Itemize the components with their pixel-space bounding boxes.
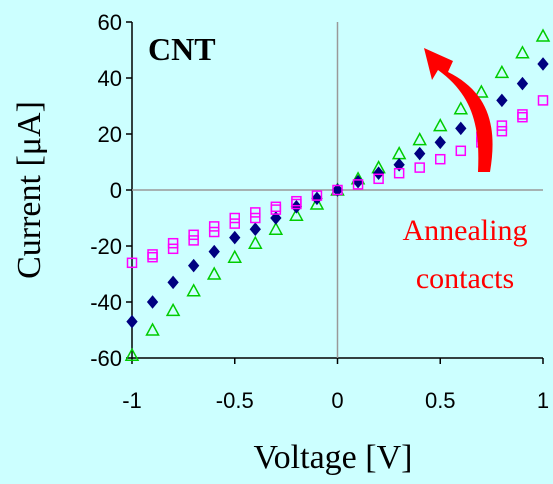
data-point-square-open	[414, 162, 425, 173]
data-point-triangle-open	[206, 266, 222, 280]
data-point-square-open	[147, 251, 158, 263]
data-point-triangle-open	[145, 322, 160, 336]
data-point-square-open	[229, 218, 240, 229]
annotation-line-2: contacts	[416, 262, 514, 295]
data-point-square-open	[188, 235, 199, 246]
y-tick-label: -20	[90, 234, 122, 259]
annotation-line-1: Annealing	[403, 214, 528, 247]
data-point-square-open	[167, 237, 179, 249]
data-point-square-open	[496, 125, 508, 137]
data-point-square-open	[229, 212, 240, 224]
data-point-square-open	[270, 204, 282, 215]
data-point-square-open	[250, 212, 261, 224]
data-point-square-open	[537, 95, 549, 106]
x-tick-label: 1	[537, 388, 549, 413]
x-axis-label: Voltage [V]	[254, 439, 413, 476]
data-point-diamond-filled	[372, 166, 385, 180]
data-point-diamond-filled	[208, 244, 220, 259]
data-point-diamond-filled	[414, 146, 426, 161]
data-point-square-open	[517, 109, 528, 120]
data-point-square-open	[291, 198, 302, 210]
data-point-triangle-open	[268, 221, 284, 235]
y-tick-label: -40	[90, 290, 122, 315]
data-point-diamond-filled	[229, 230, 241, 245]
data-point-triangle-open	[412, 132, 427, 146]
data-point-square-open	[393, 167, 405, 179]
x-tick-label: 0	[331, 388, 343, 413]
data-point-diamond-filled	[167, 275, 179, 290]
data-point-triangle-open	[227, 249, 243, 263]
data-point-triangle-open	[248, 235, 263, 249]
data-points	[124, 28, 551, 361]
x-tick-label: 0.5	[425, 388, 456, 413]
data-point-diamond-filled	[516, 76, 529, 91]
data-point-square-open	[373, 173, 384, 185]
data-point-diamond-filled	[187, 258, 200, 273]
data-point-square-open	[496, 120, 508, 131]
data-point-triangle-open	[474, 84, 489, 98]
data-point-diamond-filled	[496, 93, 508, 108]
data-point-square-open	[455, 145, 467, 157]
data-point-square-open	[208, 221, 220, 232]
data-point-triangle-open	[186, 283, 201, 297]
data-point-square-open	[435, 153, 446, 165]
data-point-triangle-open	[124, 347, 140, 361]
panel-label: CNT	[148, 31, 216, 67]
data-point-diamond-filled	[270, 211, 282, 225]
data-point-square-open	[311, 190, 323, 201]
data-point-triangle-open	[453, 101, 469, 115]
data-point-square-open	[167, 243, 179, 255]
y-tick-label: 20	[98, 122, 122, 147]
data-point-triangle-open	[309, 196, 325, 210]
data-point-diamond-filled	[126, 314, 138, 329]
y-tick-label: 40	[98, 66, 122, 91]
data-point-square-open	[352, 179, 364, 190]
data-point-square-open	[188, 229, 199, 241]
y-axis-label: Current [μA]	[11, 101, 48, 279]
y-tick-label: 0	[110, 178, 122, 203]
annealing-arrow	[424, 48, 493, 172]
data-point-square-open	[208, 226, 220, 238]
data-point-square-open	[332, 184, 343, 196]
data-point-diamond-filled	[434, 135, 446, 150]
data-point-diamond-filled	[311, 191, 323, 206]
data-point-diamond-filled	[249, 222, 261, 236]
data-point-triangle-open	[515, 45, 530, 59]
data-point-diamond-filled	[146, 295, 159, 309]
data-point-triangle-open	[494, 64, 510, 79]
y-tick-label: 60	[98, 10, 122, 35]
data-point-diamond-filled	[290, 200, 303, 214]
data-point-square-open	[250, 207, 261, 218]
data-point-triangle-open	[535, 28, 551, 42]
data-point-square-open	[126, 257, 138, 269]
data-point-triangle-open	[432, 118, 448, 132]
x-tick-label: -0.5	[216, 388, 254, 413]
data-point-triangle-open	[165, 302, 181, 317]
data-point-triangle-open	[289, 207, 304, 221]
data-point-diamond-filled	[455, 121, 467, 136]
data-point-diamond-filled	[331, 183, 344, 197]
data-point-diamond-filled	[393, 158, 405, 172]
axis-ticks: 60 40 20 0 -20 -40 -60-1 -0.5 0 0.5 1	[90, 10, 549, 413]
y-tick-label: -60	[90, 346, 122, 371]
data-point-diamond-filled	[537, 57, 549, 71]
x-tick-label: -1	[122, 388, 142, 413]
